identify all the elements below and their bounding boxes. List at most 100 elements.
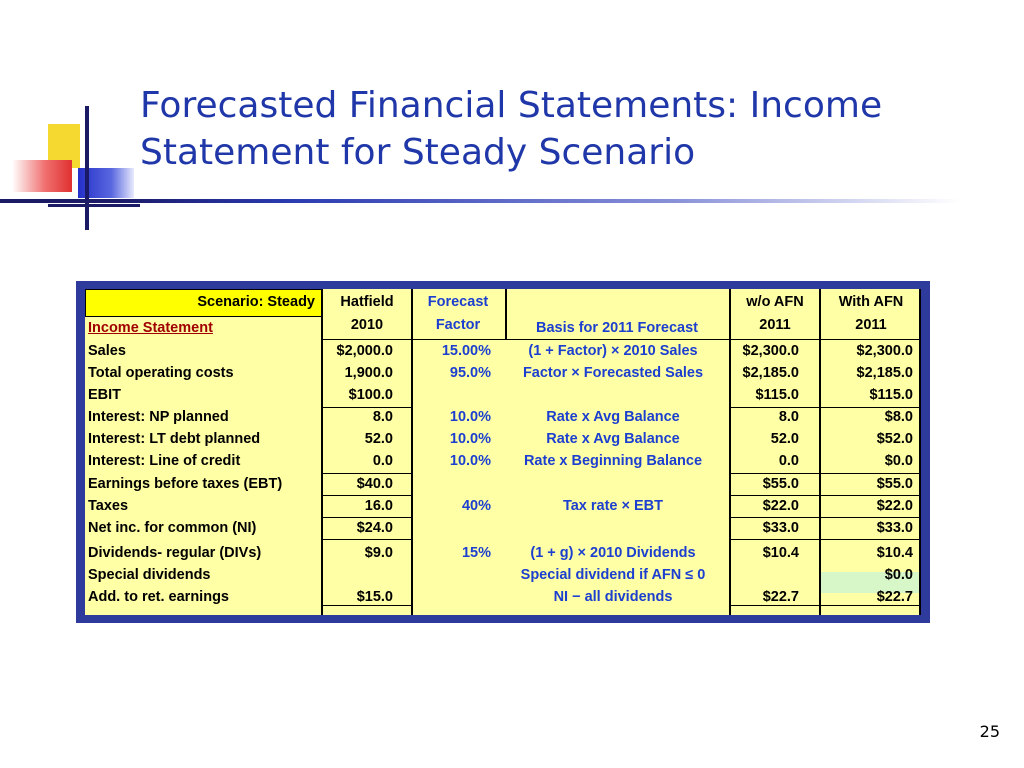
hatfield-value: $9.0 xyxy=(364,545,393,561)
wo-afn-value: $10.4 xyxy=(762,545,799,561)
row-divider xyxy=(321,495,411,496)
with-afn-value: $0.0 xyxy=(884,567,913,583)
hatfield-value: $100.0 xyxy=(348,387,393,403)
factor-value: 15% xyxy=(461,545,491,561)
with-afn-value: $22.7 xyxy=(876,589,913,605)
logo-horizontal-line xyxy=(48,204,140,207)
with-afn-value: $0.0 xyxy=(884,453,913,469)
row-divider xyxy=(321,407,411,408)
row-label: EBIT xyxy=(88,387,122,403)
hatfield-header-1: Hatfield xyxy=(340,294,394,310)
factor-value: 40% xyxy=(461,498,491,514)
row-divider xyxy=(729,407,921,408)
with-afn-value: $22.0 xyxy=(876,498,913,514)
row-label: Total operating costs xyxy=(88,365,234,381)
basis-text: Rate x Beginning Balance xyxy=(523,453,703,469)
with-afn-value: $115.0 xyxy=(869,387,913,403)
slide-title: Forecasted Financial Statements: Income … xyxy=(140,85,883,173)
slide-logo xyxy=(0,100,140,230)
row-divider xyxy=(729,495,921,496)
hatfield-value: 16.0 xyxy=(364,498,393,514)
wo-afn-value: $22.7 xyxy=(762,589,799,605)
row-divider xyxy=(321,473,411,474)
row-label: Taxes xyxy=(88,498,129,514)
hatfield-header-2: 2010 xyxy=(350,317,384,333)
row-divider xyxy=(729,539,921,540)
row-divider xyxy=(321,539,411,540)
col-divider xyxy=(505,289,507,339)
wo-afn-value: $33.0 xyxy=(762,520,799,536)
with-afn-value: $33.0 xyxy=(876,520,913,536)
scenario-label: Scenario: Steady xyxy=(197,294,315,310)
with-afn-value: $8.0 xyxy=(884,409,913,425)
spreadsheet: Scenario: Steady Income Statement Hatfie… xyxy=(85,289,921,615)
hatfield-value: 8.0 xyxy=(372,409,393,425)
wo-afn-value: $2,185.0 xyxy=(742,365,799,381)
income-statement-panel: Scenario: Steady Income Statement Hatfie… xyxy=(76,281,930,623)
row-label: Sales xyxy=(88,343,126,359)
with-afn-value: $10.4 xyxy=(876,545,913,561)
wo-afn-header-1: w/o AFN xyxy=(746,294,804,310)
hatfield-value: 52.0 xyxy=(364,431,393,447)
row-label: Earnings before taxes (EBT) xyxy=(88,476,283,492)
factor-value: 10.0% xyxy=(449,453,491,469)
wo-afn-value: 52.0 xyxy=(770,431,799,447)
col-divider xyxy=(919,289,921,615)
with-afn-header-2: 2011 xyxy=(855,317,887,333)
with-afn-value: $55.0 xyxy=(876,476,913,492)
col-divider xyxy=(819,289,821,615)
row-label: Add. to ret. earnings xyxy=(88,589,229,605)
basis-text: Factor × Forecasted Sales xyxy=(522,365,704,381)
col-divider xyxy=(729,289,731,615)
hatfield-value: $2,000.0 xyxy=(336,343,393,359)
factor-value: 10.0% xyxy=(449,409,491,425)
special-dividend-highlight xyxy=(821,572,921,593)
with-afn-header-1: With AFN xyxy=(838,294,904,310)
row-label: Special dividends xyxy=(88,567,211,583)
row-label: Net inc. for common (NI) xyxy=(88,520,257,536)
hatfield-value: $15.0 xyxy=(356,589,393,605)
row-divider xyxy=(729,517,921,518)
basis-text: Rate x Avg Balance xyxy=(546,409,680,425)
hatfield-value: 1,900.0 xyxy=(344,365,393,381)
row-label: Dividends- regular (DIVs) xyxy=(88,545,262,561)
hatfield-value: $24.0 xyxy=(356,520,393,536)
row-divider xyxy=(321,605,411,606)
factor-value: 10.0% xyxy=(449,431,491,447)
wo-afn-value: $22.0 xyxy=(762,498,799,514)
row-label: Interest: Line of credit xyxy=(88,453,241,469)
row-label: Interest: NP planned xyxy=(88,409,229,425)
basis-text: (1 + g) × 2010 Dividends xyxy=(530,545,696,561)
logo-vertical-line xyxy=(85,106,89,230)
logo-red-square xyxy=(12,160,72,192)
hatfield-value: 0.0 xyxy=(372,453,393,469)
with-afn-value: $2,300.0 xyxy=(856,343,913,359)
row-divider xyxy=(321,517,411,518)
col-divider xyxy=(411,289,413,615)
factor-value: 95.0% xyxy=(449,365,491,381)
wo-afn-header-2: 2011 xyxy=(759,317,791,333)
row-label: Interest: LT debt planned xyxy=(88,431,261,447)
basis-header: Basis for 2011 Forecast xyxy=(535,320,698,336)
forecast-header-1: Forecast xyxy=(427,294,489,310)
wo-afn-value: 0.0 xyxy=(778,453,799,469)
row-divider xyxy=(729,605,921,606)
scenario-header-cell xyxy=(85,289,323,317)
basis-text: Tax rate × EBT xyxy=(562,498,664,514)
row-divider xyxy=(729,473,921,474)
wo-afn-value: $115.0 xyxy=(755,387,799,403)
hatfield-value: $40.0 xyxy=(356,476,393,492)
wo-afn-value: $55.0 xyxy=(762,476,799,492)
section-label: Income Statement xyxy=(88,320,213,336)
basis-text: (1 + Factor) × 2010 Sales xyxy=(528,343,698,359)
row-divider xyxy=(321,339,921,340)
basis-text: Special dividend if AFN ≤ 0 xyxy=(520,567,706,583)
basis-text: NI − all dividends xyxy=(553,589,673,605)
forecast-header-2: Factor xyxy=(435,317,481,333)
with-afn-value: $52.0 xyxy=(876,431,913,447)
with-afn-value: $2,185.0 xyxy=(856,365,913,381)
col-divider xyxy=(321,289,323,615)
basis-text: Rate x Avg Balance xyxy=(546,431,680,447)
factor-value: 15.00% xyxy=(441,343,491,359)
title-underline xyxy=(0,199,960,203)
